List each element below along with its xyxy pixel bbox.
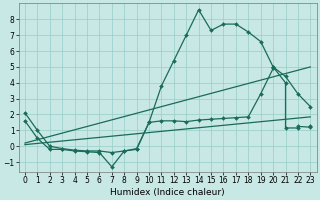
X-axis label: Humidex (Indice chaleur): Humidex (Indice chaleur) xyxy=(110,188,225,197)
